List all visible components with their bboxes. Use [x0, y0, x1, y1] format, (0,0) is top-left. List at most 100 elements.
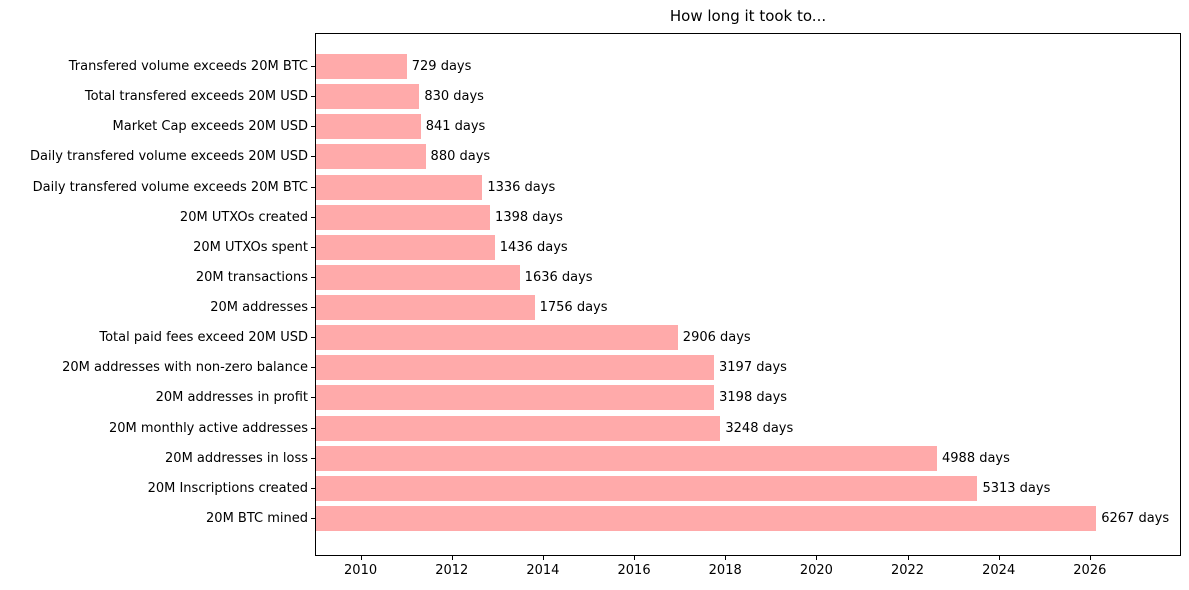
value-label: 1336 days	[487, 179, 556, 195]
y-tick-mark	[311, 126, 315, 128]
x-tick-mark	[998, 556, 1000, 560]
y-tick-mark	[311, 216, 315, 218]
bar	[316, 84, 420, 110]
x-tick-label: 2020	[799, 563, 833, 578]
x-tick-mark	[725, 556, 727, 560]
y-tick-mark	[311, 186, 315, 188]
value-label: 3197 days	[719, 360, 787, 376]
category-label: 20M addresses in loss	[165, 450, 308, 466]
value-label: 4988 days	[942, 450, 1010, 466]
value-label: 1436 days	[499, 239, 568, 255]
x-tick-mark	[907, 556, 909, 560]
bar	[316, 54, 407, 79]
y-tick-mark	[311, 276, 315, 278]
y-category-row: 20M Inscriptions created	[0, 476, 315, 501]
value-label: 3248 days	[725, 420, 794, 436]
bar	[316, 355, 715, 381]
x-tick-label: 2024	[982, 563, 1016, 578]
bar	[316, 415, 721, 441]
bar	[316, 234, 495, 260]
value-label: 729 days	[411, 59, 472, 74]
x-tick-mark	[451, 556, 453, 560]
value-label: 1636 days	[524, 269, 593, 285]
bar-row: 3248 days	[316, 415, 1180, 441]
y-tick-mark	[311, 517, 315, 519]
y-category-row: Total paid fees exceed 20M USD	[0, 325, 315, 350]
category-label: Transfered volume exceeds 20M BTC	[68, 59, 308, 74]
x-tick-mark	[360, 556, 362, 560]
y-category-row: 20M monthly active addresses	[0, 416, 315, 441]
y-tick-mark	[311, 457, 315, 459]
x-axis: 2010 2012 2014 2016 2018 2020 2022 2024 2026	[315, 556, 1181, 586]
y-tick-mark	[311, 156, 315, 158]
category-label: 20M monthly active addresses	[108, 420, 308, 436]
category-label: Total paid fees exceed 20M USD	[99, 330, 308, 346]
category-label: 20M BTC mined	[206, 510, 308, 526]
category-label: 20M UTXOs spent	[193, 239, 308, 255]
bar	[316, 295, 535, 320]
bar-row: 3197 days	[316, 355, 1180, 381]
value-label: 5313 days	[982, 480, 1051, 496]
value-label: 3198 days	[719, 390, 788, 406]
value-label: 6267 days	[1101, 510, 1170, 526]
y-category-row: 20M addresses with non-zero balance	[0, 355, 315, 380]
y-tick-mark	[311, 367, 315, 369]
x-tick-mark	[634, 556, 636, 560]
bar-row: 1756 days	[316, 295, 1180, 320]
y-tick-mark	[311, 337, 315, 339]
bar-row: 1398 days	[316, 204, 1180, 230]
value-label: 880 days	[430, 149, 491, 165]
y-tick-mark	[311, 307, 315, 308]
y-category-row: Daily transfered volume exceeds 20M BTC	[0, 175, 315, 200]
y-category-row: 20M addresses in loss	[0, 446, 315, 471]
y-category-row: 20M UTXOs created	[0, 205, 315, 230]
y-category-row: Total transfered exceeds 20M USD	[0, 84, 315, 109]
bar-row: 1336 days	[316, 174, 1180, 200]
bar	[316, 505, 1097, 531]
bar-row: 5313 days	[316, 475, 1180, 501]
y-category-row: 20M UTXOs spent	[0, 235, 315, 260]
bar	[316, 475, 978, 501]
category-label: Daily transfered volume exceeds 20M USD	[30, 149, 308, 165]
x-tick-mark	[542, 556, 544, 560]
category-label: 20M addresses with non-zero balance	[62, 360, 308, 376]
y-category-row: 20M BTC mined	[0, 506, 315, 531]
value-label: 830 days	[424, 89, 484, 105]
y-tick-mark	[311, 246, 315, 248]
y-category-row: Market Cap exceeds 20M USD	[0, 114, 315, 139]
bar-row: 830 days	[316, 84, 1180, 110]
category-label: 20M transactions	[195, 269, 308, 285]
bar	[316, 174, 483, 200]
bar-row: 880 days	[316, 144, 1180, 170]
y-category-row: 20M addresses in profit	[0, 385, 315, 410]
y-tick-mark	[311, 96, 315, 98]
x-tick-label: 2016	[617, 563, 651, 578]
category-label: Market Cap exceeds 20M USD	[112, 119, 308, 135]
bar	[316, 445, 937, 471]
bar	[316, 144, 426, 170]
y-category-row: 20M transactions	[0, 265, 315, 290]
y-category-row: Transfered volume exceeds 20M BTC	[0, 54, 315, 79]
y-category-row: Daily transfered volume exceeds 20M USD	[0, 144, 315, 169]
x-tick-mark	[1089, 556, 1091, 560]
category-label: Total transfered exceeds 20M USD	[84, 89, 308, 105]
category-label: 20M addresses	[210, 300, 308, 315]
bar-row: 4988 days	[316, 445, 1180, 471]
bar-row: 841 days	[316, 114, 1180, 140]
value-label: 2906 days	[682, 330, 751, 346]
bar	[316, 385, 715, 411]
bar-row: 1636 days	[316, 264, 1180, 290]
x-tick-label: 2014	[526, 563, 560, 578]
value-label: 1398 days	[495, 209, 563, 225]
value-label: 841 days	[425, 119, 486, 135]
x-tick-label: 2022	[890, 563, 925, 578]
y-axis-category-labels: Transfered volume exceeds 20M BTC Total t…	[0, 34, 315, 555]
y-tick-mark	[311, 427, 315, 429]
y-tick-mark	[311, 66, 315, 67]
plot-area: 729 days 830 days 841 days 880 days 1336 day…	[315, 33, 1181, 556]
bar	[316, 204, 491, 230]
category-label: 20M addresses in profit	[155, 390, 308, 406]
bar-row: 2906 days	[316, 325, 1180, 351]
x-tick-label: 2012	[435, 563, 469, 578]
y-tick-mark	[311, 397, 315, 399]
